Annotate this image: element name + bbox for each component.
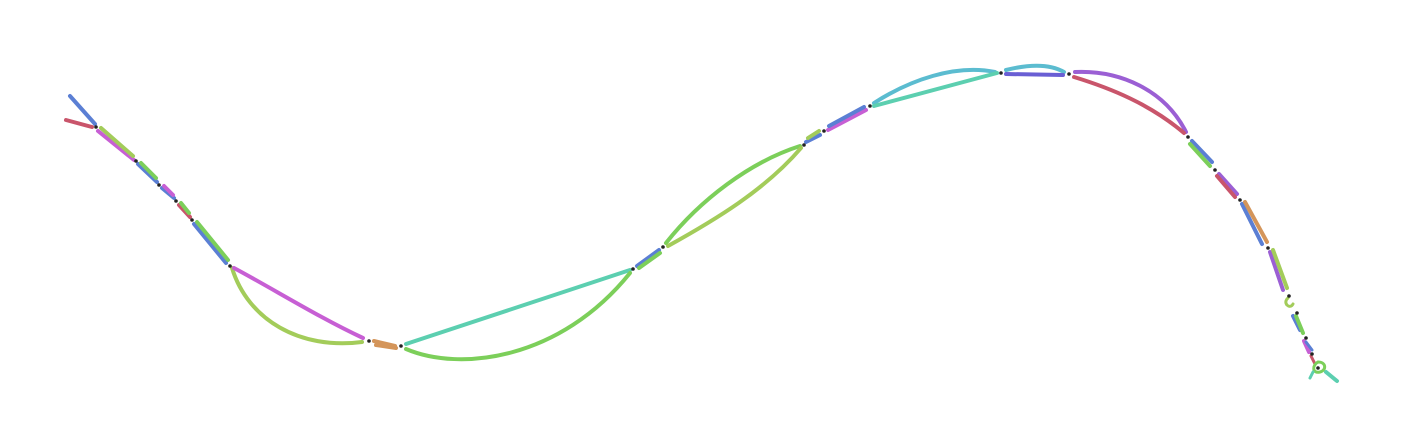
- graph-node[interactable]: [399, 344, 403, 348]
- graph-segment[interactable]: [68, 94, 97, 126]
- graph-segment[interactable]: [872, 67, 997, 105]
- graph-segment[interactable]: [664, 144, 802, 245]
- graph-node[interactable]: [1304, 336, 1308, 340]
- graph-segment[interactable]: [1312, 360, 1327, 374]
- graph-segment[interactable]: [372, 339, 397, 348]
- graph-segment[interactable]: [64, 118, 94, 129]
- graph-segment[interactable]: [1304, 340, 1314, 352]
- graph-segment[interactable]: [872, 71, 999, 108]
- graph-segment[interactable]: [232, 266, 365, 340]
- graph-segment[interactable]: [404, 271, 632, 362]
- graph-node[interactable]: [661, 245, 665, 249]
- graph-segment[interactable]: [99, 126, 135, 158]
- graph-segment[interactable]: [1271, 248, 1289, 290]
- graph-segment[interactable]: [1072, 75, 1186, 135]
- graph-segment[interactable]: [162, 184, 175, 197]
- graph-node[interactable]: [190, 218, 194, 222]
- graph-segment[interactable]: [179, 201, 191, 215]
- graph-node[interactable]: [1213, 168, 1217, 172]
- graph-segment[interactable]: [1308, 370, 1315, 380]
- graph-segment[interactable]: [404, 268, 632, 346]
- graph-segment[interactable]: [1268, 250, 1285, 292]
- graph-segments: [64, 63, 1339, 383]
- graph-segment[interactable]: [666, 146, 803, 248]
- graph-segment[interactable]: [827, 105, 866, 128]
- graph-segment[interactable]: [1073, 69, 1188, 134]
- graph-node[interactable]: [228, 264, 232, 268]
- graph-segment[interactable]: [177, 203, 192, 219]
- graph-node[interactable]: [134, 159, 138, 163]
- graph-segment[interactable]: [96, 129, 136, 162]
- graph-segment[interactable]: [1004, 63, 1066, 74]
- graph-node[interactable]: [1186, 135, 1190, 139]
- graph-node[interactable]: [631, 267, 635, 271]
- graph-segment[interactable]: [826, 108, 868, 132]
- graph-node[interactable]: [1310, 352, 1314, 356]
- graph-segment[interactable]: [637, 251, 662, 270]
- graph-node[interactable]: [868, 104, 872, 108]
- graph-segment[interactable]: [804, 133, 822, 144]
- graph-segment[interactable]: [1188, 142, 1212, 168]
- graph-node[interactable]: [1295, 311, 1299, 315]
- graph-node[interactable]: [1287, 294, 1291, 298]
- graph-segment[interactable]: [136, 162, 159, 184]
- graph-segment[interactable]: [192, 222, 228, 265]
- graph-segment[interactable]: [1309, 354, 1317, 366]
- graph-node[interactable]: [1067, 72, 1071, 76]
- graph-node[interactable]: [157, 183, 161, 187]
- graph-segment[interactable]: [1217, 172, 1239, 196]
- graph-segment[interactable]: [1190, 139, 1214, 164]
- graph-segment[interactable]: [1215, 174, 1237, 199]
- graph-node[interactable]: [999, 71, 1003, 75]
- graph-nodes: [94, 71, 1320, 370]
- graph-segment[interactable]: [635, 248, 661, 268]
- graph-segment[interactable]: [1243, 200, 1269, 244]
- graph-node[interactable]: [1238, 198, 1242, 202]
- graph-segment[interactable]: [1004, 72, 1065, 77]
- graph-segment[interactable]: [1284, 296, 1295, 308]
- graph-segment[interactable]: [139, 161, 158, 180]
- graph-node[interactable]: [1316, 366, 1320, 370]
- graph-node[interactable]: [94, 125, 98, 129]
- graph-segment[interactable]: [230, 266, 364, 346]
- graph-node[interactable]: [822, 129, 826, 133]
- graph-segment[interactable]: [195, 220, 230, 262]
- graph-segment[interactable]: [806, 129, 821, 140]
- graph-segment[interactable]: [1240, 202, 1264, 246]
- graph-node[interactable]: [1266, 246, 1270, 250]
- graph-segment[interactable]: [374, 343, 398, 350]
- graph-segment[interactable]: [1294, 314, 1305, 335]
- graph-segment[interactable]: [1324, 370, 1339, 383]
- graph-node[interactable]: [802, 143, 806, 147]
- graph-node[interactable]: [367, 339, 371, 343]
- graph-node[interactable]: [174, 199, 178, 203]
